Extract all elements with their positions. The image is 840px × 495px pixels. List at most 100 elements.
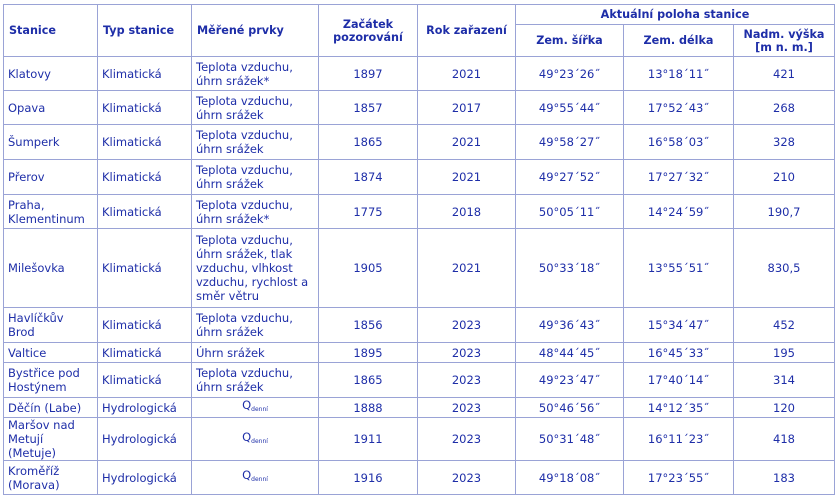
- q-symbol: Q: [242, 429, 252, 444]
- measured-cell: Qdenní: [191, 397, 319, 418]
- lat-cell: 49°23´47˝: [515, 362, 624, 398]
- lat-cell: 50°31´48˝: [515, 417, 624, 461]
- q-symbol: Q: [242, 468, 252, 482]
- start-cell: 1897: [318, 56, 418, 91]
- year-cell: 2023: [417, 397, 516, 418]
- lat-cell: 50°05´11˝: [515, 194, 624, 229]
- station-cell: Praha, Klementinum: [3, 194, 98, 229]
- alt-cell: 195: [732, 342, 836, 363]
- header-position-group: Aktuální poloha stanice: [514, 4, 836, 25]
- lon-cell: 13°55´51˝: [623, 228, 734, 308]
- year-cell: 2021: [417, 159, 516, 195]
- table-row: Klatovy Klimatická Teplota vzduchu, úhrn s…: [3, 56, 836, 91]
- lat-cell: 50°33´18˝: [515, 228, 624, 308]
- header-lon: Zem. délka: [623, 24, 734, 57]
- start-cell: 1874: [318, 159, 418, 195]
- lat-cell: 50°46´56˝: [515, 397, 624, 418]
- station-cell: Valtice: [3, 342, 98, 363]
- header-year: Rok zařazení: [417, 4, 516, 57]
- type-cell: Hydrologická: [97, 460, 192, 495]
- table-row: Havlíčkův Brod Klimatická Teplota vzduchu,…: [3, 307, 836, 343]
- lon-cell: 13°18´11˝: [623, 56, 734, 91]
- year-cell: 2018: [417, 194, 516, 229]
- lat-cell: 49°58´27˝: [515, 124, 624, 160]
- alt-cell: 268: [732, 90, 836, 125]
- type-cell: Klimatická: [97, 362, 192, 398]
- lon-cell: 17°27´32˝: [623, 159, 734, 195]
- start-cell: 1888: [318, 397, 418, 418]
- measured-cell: Úhrn srážek: [191, 342, 319, 363]
- measured-cell: Teplota vzduchu, úhrn srážek: [191, 307, 319, 343]
- start-cell: 1865: [318, 362, 418, 398]
- year-cell: 2021: [417, 228, 516, 308]
- type-cell: Klimatická: [97, 228, 192, 308]
- q-subscript: denní: [251, 437, 268, 445]
- station-cell: Bystřice pod Hostýnem: [3, 362, 98, 398]
- station-cell: Šumperk: [3, 124, 98, 160]
- start-cell: 1775: [318, 194, 418, 229]
- start-cell: 1895: [318, 342, 418, 363]
- measured-cell: Teplota vzduchu, úhrn srážek: [191, 124, 319, 160]
- type-cell: Klimatická: [97, 159, 192, 195]
- alt-cell: 183: [732, 460, 836, 495]
- measured-cell: Teplota vzduchu, úhrn srážek, tlak vzduc…: [191, 228, 319, 308]
- lon-cell: 17°40´14˝: [623, 362, 734, 398]
- q-subscript: denní: [251, 476, 268, 483]
- year-cell: 2023: [417, 417, 516, 461]
- type-cell: Klimatická: [97, 124, 192, 160]
- measured-cell: Teplota vzduchu, úhrn srážek*: [191, 194, 319, 229]
- q-subscript: denní: [251, 406, 268, 413]
- start-cell: 1865: [318, 124, 418, 160]
- table-row: Šumperk Klimatická Teplota vzduchu, úhrn s…: [3, 124, 836, 160]
- measured-cell: Qdenní: [191, 417, 319, 461]
- start-cell: 1857: [318, 90, 418, 125]
- year-cell: 2017: [417, 90, 516, 125]
- alt-cell: 830,5: [732, 228, 836, 308]
- year-cell: 2021: [417, 56, 516, 91]
- table-row: Praha, Klementinum Klimatická Teplota vzdu…: [3, 194, 836, 229]
- type-cell: Klimatická: [97, 194, 192, 229]
- header-start: Začátek pozorování: [318, 4, 418, 57]
- measured-cell: Teplota vzduchu, úhrn srážek: [191, 362, 319, 398]
- alt-cell: 120: [732, 397, 836, 418]
- measured-cell: Teplota vzduchu, úhrn srážek*: [191, 56, 319, 91]
- alt-cell: 190,7: [732, 194, 836, 229]
- station-cell: Milešovka: [3, 228, 98, 308]
- year-cell: 2023: [417, 362, 516, 398]
- type-cell: Hydrologická: [97, 417, 192, 461]
- start-cell: 1916: [318, 460, 418, 495]
- alt-cell: 452: [732, 307, 836, 343]
- header-lat: Zem. šířka: [515, 24, 624, 57]
- table-row: Maršov nad Metují (Metuje) Hydrologická Qd…: [3, 417, 836, 461]
- table-row: Děčín (Labe) Hydrologická Qdenní 1888 2023 50…: [3, 397, 836, 418]
- measured-cell: Teplota vzduchu, úhrn srážek: [191, 90, 319, 125]
- stations-table-wrapper: Stanice Typ stanice Měřené prvky Začátek…: [3, 4, 836, 495]
- year-cell: 2023: [417, 307, 516, 343]
- lon-cell: 14°12´35˝: [623, 397, 734, 418]
- station-cell: Kroměříž (Morava): [3, 460, 98, 495]
- lat-cell: 49°27´52˝: [515, 159, 624, 195]
- lon-cell: 14°24´59˝: [623, 194, 734, 229]
- year-cell: 2023: [417, 342, 516, 363]
- table-row: Bystřice pod Hostýnem Klimatická Teplota v…: [3, 362, 836, 398]
- lat-cell: 48°44´45˝: [515, 342, 624, 363]
- header-type: Typ stanice: [97, 4, 192, 57]
- start-cell: 1911: [318, 417, 418, 461]
- alt-cell: 328: [732, 124, 836, 160]
- lat-cell: 49°18´08˝: [515, 460, 624, 495]
- station-cell: Opava: [3, 90, 98, 125]
- table-row: Kroměříž (Morava) Hydrologická Qdenní 1916 2…: [3, 460, 836, 495]
- lat-cell: 49°36´43˝: [515, 307, 624, 343]
- table-row: Opava Klimatická Teplota vzduchu, úhrn srá…: [3, 90, 836, 125]
- alt-cell: 210: [732, 159, 836, 195]
- type-cell: Klimatická: [97, 56, 192, 91]
- type-cell: Klimatická: [97, 342, 192, 363]
- station-cell: Havlíčkův Brod: [3, 307, 98, 343]
- lon-cell: 15°34´47˝: [623, 307, 734, 343]
- type-cell: Klimatická: [97, 90, 192, 125]
- measured-cell: Qdenní: [191, 460, 319, 495]
- header-station: Stanice: [3, 4, 98, 57]
- lon-cell: 16°45´33˝: [623, 342, 734, 363]
- alt-cell: 314: [732, 362, 836, 398]
- type-cell: Hydrologická: [97, 397, 192, 418]
